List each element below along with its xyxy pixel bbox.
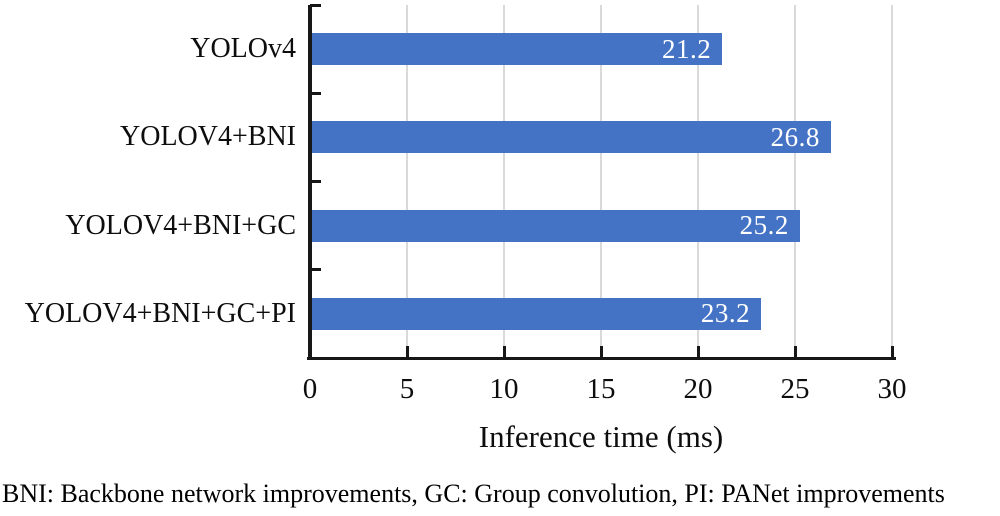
x-tick-label-15: 15	[586, 373, 616, 405]
x-tick-mark-10	[502, 346, 506, 358]
gridline-x-30	[891, 5, 893, 358]
bar-YOLOV4+BNI: 26.8	[311, 121, 831, 154]
bar-value-label: 26.8	[770, 121, 820, 152]
y-tick-mark	[310, 3, 321, 7]
x-tick-mark-20	[696, 346, 700, 358]
x-tick-mark-25	[793, 346, 797, 358]
bar-value-label: 25.2	[739, 210, 789, 241]
x-tick-label-25: 25	[780, 373, 810, 405]
y-tick-mark	[310, 91, 321, 95]
gridline-x-20	[697, 5, 699, 358]
x-tick-label-5: 5	[399, 373, 415, 405]
x-tick-label-20: 20	[683, 373, 713, 405]
category-label-YOLOV4+BNI: YOLOV4+BNI	[120, 121, 296, 153]
x-tick-label-30: 30	[877, 373, 907, 405]
bar-value-label: 21.2	[662, 33, 712, 64]
gridline-x-25	[794, 5, 796, 358]
x-axis-line	[306, 356, 896, 360]
y-tick-mark	[310, 268, 321, 272]
category-label-YOLOV4+BNI+GC: YOLOV4+BNI+GC	[65, 209, 296, 241]
x-tick-mark-0	[308, 346, 312, 358]
gridline-x-10	[503, 5, 505, 358]
x-tick-label-0: 0	[302, 373, 318, 405]
x-tick-mark-15	[599, 346, 603, 358]
gridline-x-15	[600, 5, 602, 358]
x-tick-mark-30	[890, 346, 894, 358]
category-label-YOLOv4: YOLOv4	[190, 33, 296, 65]
figure-caption: BNI: Backbone network improvements, GC: …	[2, 479, 945, 508]
bar-YOLOv4: 21.2	[311, 33, 723, 66]
gridline-x-5	[406, 5, 408, 358]
bar-YOLOV4+BNI+GC: 25.2	[311, 209, 800, 242]
bar-YOLOV4+BNI+GC+PI: 23.2	[311, 297, 762, 330]
x-tick-mark-5	[405, 346, 409, 358]
bar-value-label: 23.2	[700, 298, 751, 329]
x-axis-title: Inference time (ms)	[478, 419, 724, 454]
category-label-YOLOV4+BNI+GC+PI: YOLOV4+BNI+GC+PI	[24, 297, 296, 329]
y-tick-mark	[310, 180, 321, 183]
x-tick-label-10: 10	[489, 373, 519, 405]
